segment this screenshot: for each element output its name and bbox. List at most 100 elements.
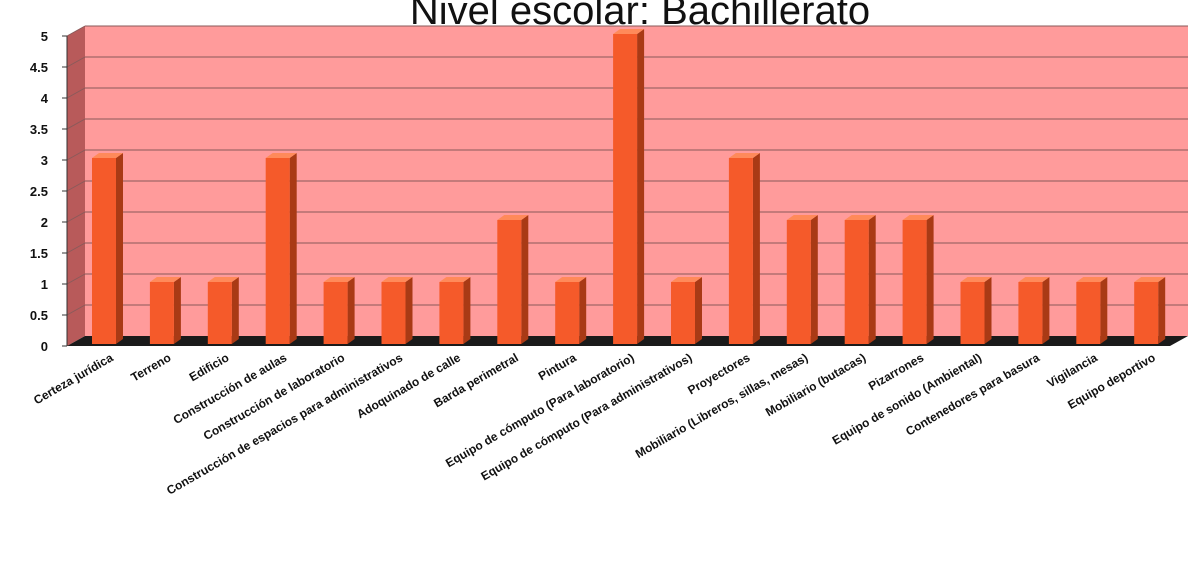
bar-side [521, 215, 529, 344]
y-tick-label: 1.5 [30, 246, 48, 261]
x-tick-label: Mobiliario (butacas) [763, 350, 868, 419]
x-tick-label: Adoquinado de calle [354, 350, 463, 421]
bar-front [728, 158, 753, 344]
y-tick-label: 0.5 [30, 308, 48, 323]
bar-side [695, 277, 702, 344]
bar-top [555, 277, 587, 282]
bar-front [1076, 282, 1101, 344]
bar-top [149, 277, 181, 282]
bar-side [810, 215, 818, 344]
bar-front [960, 282, 985, 344]
bar [1134, 277, 1166, 344]
bar [381, 277, 413, 344]
bar [497, 215, 529, 344]
bar-front [613, 34, 638, 344]
bar-top [439, 277, 471, 282]
gridline [66, 211, 86, 223]
bar-side [231, 277, 239, 344]
gridline [66, 87, 86, 99]
bar [555, 277, 587, 344]
y-tick-label: 3.5 [30, 122, 48, 137]
bar-side [1158, 277, 1166, 344]
gridline [66, 304, 86, 316]
bar-side [173, 277, 181, 344]
bar-side [579, 277, 587, 344]
bar-side [463, 277, 471, 344]
bar-front [1018, 282, 1043, 344]
bar-top [1018, 277, 1050, 282]
bar-top [902, 215, 934, 220]
bar [1018, 277, 1050, 344]
bar-side [868, 215, 876, 344]
y-tick-label: 2 [41, 215, 48, 230]
bar-front [671, 282, 695, 344]
bar-side [405, 277, 413, 344]
x-tick-label: Certeza jurídica [31, 350, 116, 407]
x-axis-labels: Certeza jurídica Terreno EdificioConstrucc… [31, 350, 1158, 497]
bar [613, 29, 645, 344]
x-tick-label: Pintura [536, 350, 579, 383]
bar-front [497, 220, 522, 344]
bar-front [555, 282, 580, 344]
bar-front [381, 282, 406, 344]
bar [439, 277, 471, 344]
bar [902, 215, 934, 344]
bar-top [92, 153, 123, 158]
y-tick-label: 0 [41, 339, 48, 354]
bar [92, 153, 123, 344]
bar-side [926, 215, 934, 344]
bar [844, 215, 876, 344]
gridline [66, 118, 86, 130]
bar [671, 277, 702, 344]
chart-title: Nivel escolar: Bachillerato [410, 0, 870, 33]
bar-side [1100, 277, 1108, 344]
bar-front [439, 282, 464, 344]
bar-side [984, 277, 992, 344]
y-tick-label: 1 [41, 277, 48, 292]
bar-top [323, 277, 355, 282]
bar-front [844, 220, 869, 344]
bar-top [207, 277, 239, 282]
bar-front [1134, 282, 1159, 344]
gridline [66, 149, 86, 161]
x-tick-label: Equipo de cómputo (Para administrativos) [478, 350, 694, 483]
bars [92, 29, 1166, 344]
bar [149, 277, 181, 344]
bar-top [728, 153, 760, 158]
bar-top [265, 153, 297, 158]
bar-side [752, 153, 760, 344]
y-axis-ticks: 0 0.5 1 1.5 2 2.5 3 3.5 4 4.5 5 [30, 29, 67, 354]
bar-top [613, 29, 645, 34]
bar-front [207, 282, 232, 344]
bar [207, 277, 239, 344]
bar [265, 153, 297, 344]
bar-top [381, 277, 413, 282]
bar-top [1134, 277, 1166, 282]
x-tick-label: Terreno [128, 350, 173, 384]
bar [1076, 277, 1108, 344]
bar-side [347, 277, 355, 344]
bar-front [149, 282, 174, 344]
y-tick-label: 5 [41, 29, 48, 44]
bar-top [671, 277, 702, 282]
bar-top [786, 215, 818, 220]
bar-front [265, 158, 290, 344]
bar-top [497, 215, 529, 220]
bar [323, 277, 355, 344]
gridline [66, 273, 86, 285]
y-tick-label: 4 [41, 91, 49, 106]
y-tick-label: 2.5 [30, 184, 48, 199]
bar [786, 215, 818, 344]
gridline [66, 25, 86, 37]
gridline [66, 180, 86, 192]
bar [960, 277, 992, 344]
y-tick-label: 4.5 [30, 60, 48, 75]
bar-side [116, 153, 123, 344]
bar-side [1042, 277, 1050, 344]
bar-side [289, 153, 297, 344]
y-tick-label: 3 [41, 153, 48, 168]
bar-top [1076, 277, 1108, 282]
gridline [66, 56, 86, 68]
bar-front [902, 220, 927, 344]
